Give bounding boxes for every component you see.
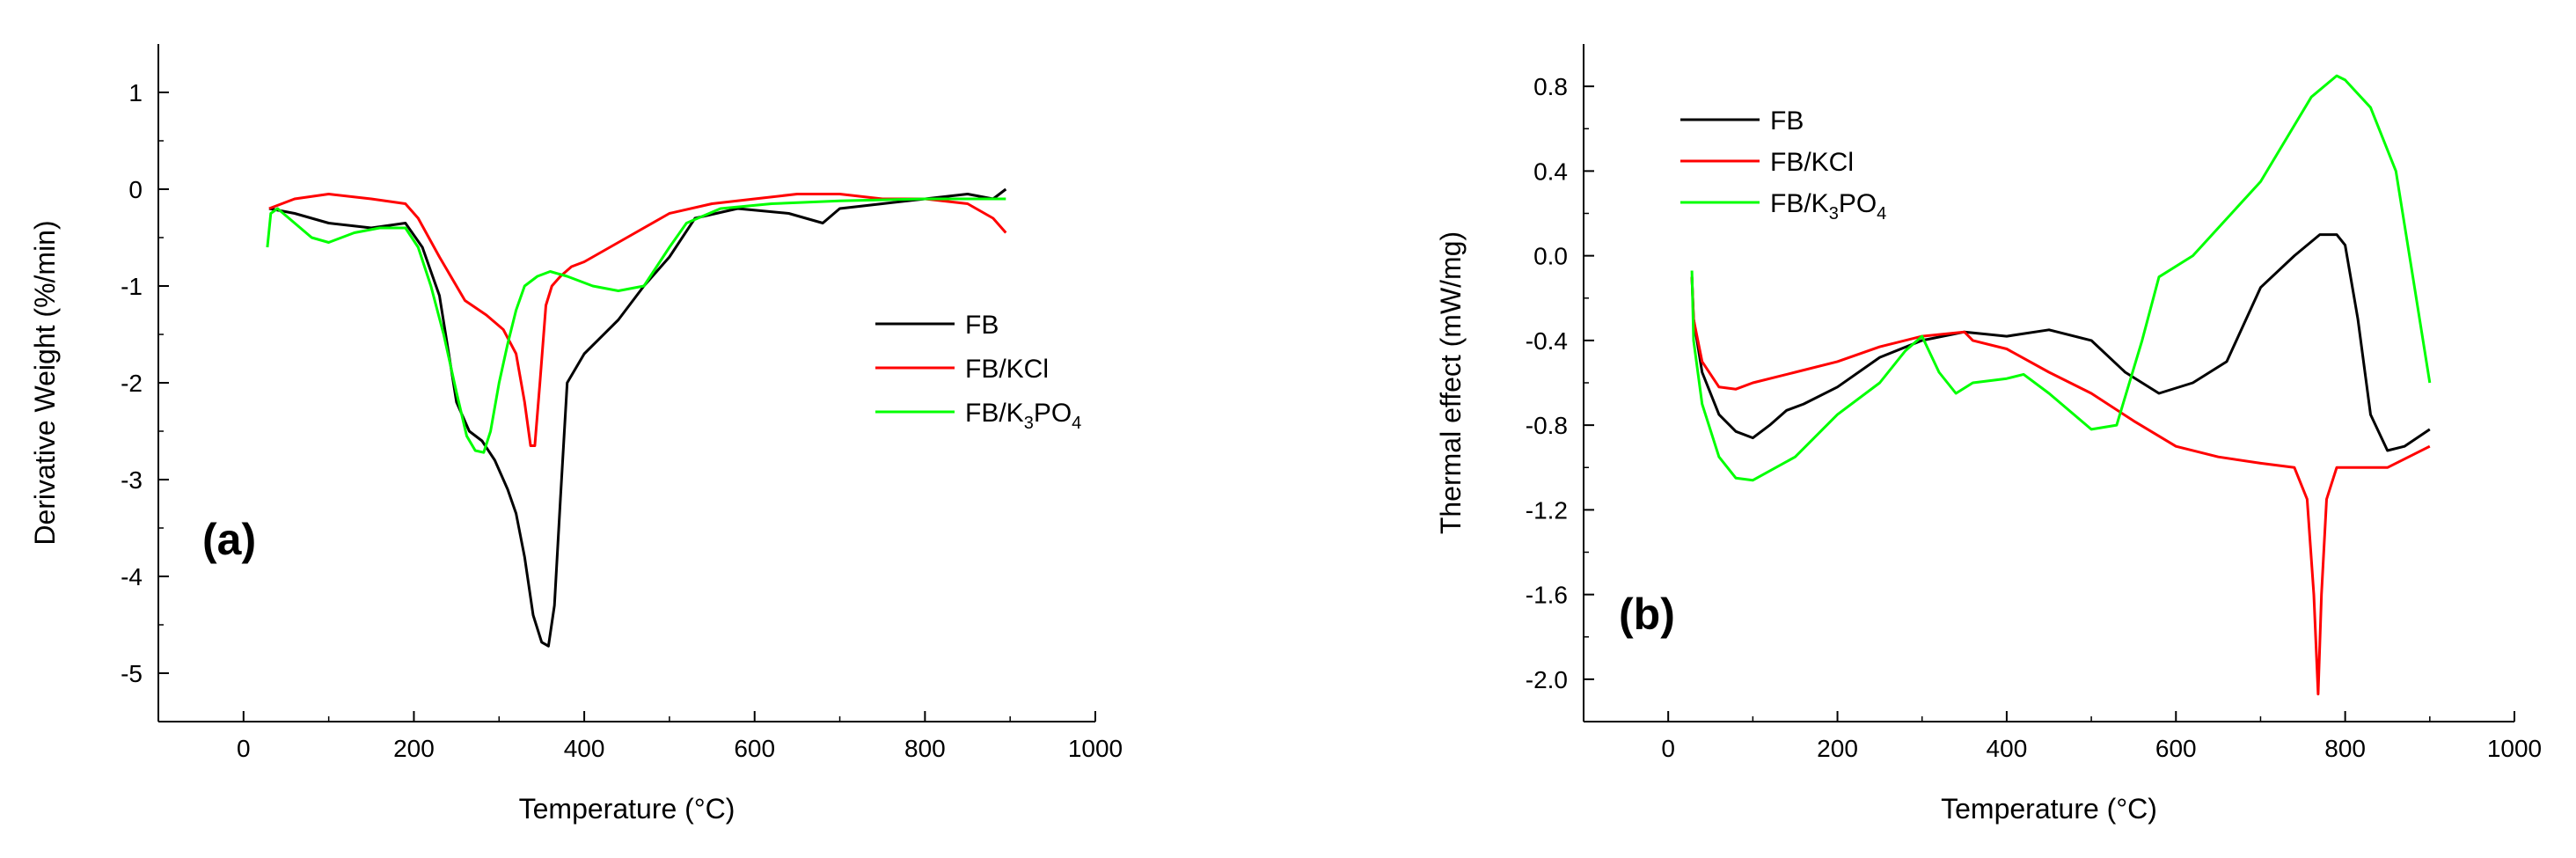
panel-b-legend-label: FB/K3PO4 <box>1770 189 1886 224</box>
panel-b-x-axis-title: Temperature (°C) <box>1941 793 2157 825</box>
panel-b-x-tick-label: 800 <box>2324 735 2366 762</box>
panel-a-y-tick-label: -2 <box>121 370 143 397</box>
panel-b-series-fb-kcl <box>1690 276 2431 696</box>
panel-b-legend-label: FB <box>1770 106 1804 136</box>
panel-a-y-tick-label: -3 <box>121 466 143 494</box>
panel-a-x-tick-label: 400 <box>564 735 605 762</box>
panel-b-y-tick-label: 0.0 <box>1533 243 1568 270</box>
panel-a-series-fb-k3po4 <box>266 197 1006 454</box>
panel-a-y-tick-label: 0 <box>128 176 143 203</box>
panel-b-y-tick-label: -0.4 <box>1526 327 1568 355</box>
panel-b-y-tick-label: 0.8 <box>1533 73 1568 100</box>
panel-b-y-tick-label: -1.2 <box>1526 496 1568 524</box>
panel-b-series-fb <box>1690 233 2431 452</box>
panel-a-x-tick-label: 1000 <box>1068 735 1123 762</box>
panel-b-x-tick-label: 400 <box>1987 735 2028 762</box>
panel-a-y-tick-label: -1 <box>121 273 143 300</box>
panel-b-y-axis-title: Thermal effect (mW/mg) <box>1435 231 1467 534</box>
panel-a-x-tick-label: 200 <box>393 735 435 762</box>
panel-a-y-tick-label: -4 <box>121 563 143 590</box>
panel-b-label: (b) <box>1619 590 1675 639</box>
panel-a-y-tick-label: 1 <box>128 79 143 106</box>
panel-b-x-tick-label: 200 <box>1817 735 1858 762</box>
panel-a-x-tick-label: 0 <box>237 735 251 762</box>
panel-a-series-fb <box>268 187 1007 648</box>
panel-b-legend-label: FB/KCl <box>1770 148 1854 177</box>
panel-a-y-axis-title: Derivative Weight (%/min) <box>29 220 61 545</box>
panel-b-y-tick-label: -2.0 <box>1526 666 1568 693</box>
panel-a-x-axis-title: Temperature (°C) <box>519 793 735 825</box>
panel-a-legend-label: FB/K3PO4 <box>965 399 1081 433</box>
panel-b-x-tick-label: 1000 <box>2487 735 2542 762</box>
panel-b-y-tick-label: 0.4 <box>1533 158 1568 185</box>
panel-a-y-tick-label: -5 <box>121 660 143 687</box>
panel-b-x-tick-label: 600 <box>2155 735 2197 762</box>
panel-b-chart: 0 200 400 600 800 1000 0.8 0.4 0.0 -0.4 -0.8 -1.2 -1… <box>1435 44 2542 825</box>
panel-a-series-fb-kcl <box>268 193 1007 447</box>
panel-a-legend-label: FB <box>965 311 999 340</box>
panel-b-y-tick-label: -1.6 <box>1526 582 1568 609</box>
panel-b-series-fb-k3po4 <box>1690 74 2432 482</box>
panel-a-x-tick-label: 800 <box>904 735 946 762</box>
panel-a-x-tick-label: 600 <box>734 735 775 762</box>
panel-a-chart: 0 200 400 600 800 1000 1 0 -1 -2 -3 -4 -5 Temperature… <box>29 44 1123 825</box>
panel-a-label: (a) <box>202 515 256 564</box>
panel-a-legend-label: FB/KCl <box>965 355 1049 384</box>
panel-b-x-tick-label: 0 <box>1661 735 1675 762</box>
panel-b-y-tick-label: -0.8 <box>1526 412 1568 439</box>
